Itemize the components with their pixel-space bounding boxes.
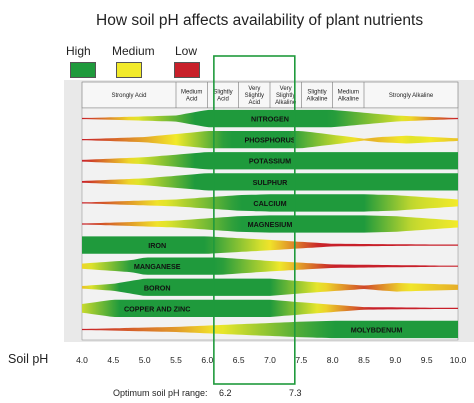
band-label-nitrogen: NITROGEN — [251, 115, 289, 124]
band-nitrogen — [82, 109, 458, 128]
x-tick-label: 4.0 — [76, 355, 88, 365]
band-phosphorus — [82, 131, 458, 149]
x-tick-label: 9.0 — [389, 355, 401, 365]
x-tick-label: 6.5 — [233, 355, 245, 365]
band-boron — [82, 278, 458, 296]
chart-title: How soil pH affects availability of plan… — [96, 12, 424, 29]
header-zone-strongly-alkaline: Strongly Alkaline — [389, 93, 434, 99]
header-zone-slightly-acid: Slightly Acid — [213, 90, 232, 103]
header-zone-medium-alkaline: Medium Alkaline — [338, 90, 360, 103]
band-sulphur — [82, 173, 458, 191]
x-tick-label: 5.5 — [170, 355, 182, 365]
band-label-sulphur: SULPHUR — [253, 178, 289, 187]
band-iron — [82, 236, 458, 254]
band-label-copper-and-zinc: COPPER AND ZINC — [124, 304, 190, 313]
header-zone-slightly-alkaline: Slightly Alkaline — [306, 90, 328, 103]
x-tick-label: 5.0 — [139, 355, 151, 365]
band-label-molybdenum: MOLYBDENUM — [351, 325, 403, 334]
header-zone-very-slightly-alkaline: Very Slightly Alkaline — [275, 86, 297, 106]
x-tick-label: 7.5 — [295, 355, 307, 365]
legend-medium-label: Medium — [112, 44, 155, 58]
legend-high-swatch — [70, 62, 96, 78]
optimum-range-label: Optimum soil pH range: — [113, 388, 208, 398]
band-magnesium — [82, 215, 458, 233]
band-label-boron: BORON — [144, 283, 171, 292]
band-calcium — [82, 194, 458, 212]
x-tick-label: 6.0 — [201, 355, 213, 365]
band-label-calcium: CALCIUM — [253, 199, 286, 208]
x-tick-label: 8.5 — [358, 355, 370, 365]
band-label-iron: IRON — [148, 241, 166, 250]
x-tick-label: 7.0 — [264, 355, 276, 365]
band-molybdenum — [82, 320, 458, 339]
legend-medium-swatch — [116, 62, 142, 78]
soil-ph-axis-label: Soil pH — [8, 352, 49, 366]
legend-low-swatch — [174, 62, 200, 78]
legend-low-label: Low — [175, 44, 198, 58]
header-zone-very-slightly-acid: Very Slightly Acid — [245, 86, 264, 106]
band-potassium — [82, 152, 458, 170]
band-manganese — [82, 257, 458, 275]
x-tick-label: 9.5 — [421, 355, 433, 365]
legend-high-label: High — [66, 44, 91, 58]
header-zone-strongly-acid: Strongly Acid — [111, 93, 146, 99]
band-label-magnesium: MAGNESIUM — [248, 220, 293, 229]
optimum-range-high: 7.3 — [289, 388, 302, 398]
x-tick-label: 10.0 — [450, 355, 467, 365]
x-tick-label: 4.5 — [107, 355, 119, 365]
band-copper-and-zinc — [82, 299, 458, 317]
band-label-phosphorus: PHOSPHORUS — [244, 136, 295, 145]
header-zone-medium-acid: Medium Acid — [181, 90, 202, 103]
band-label-potassium: POTASSIUM — [249, 157, 291, 166]
band-label-manganese: MANGANESE — [134, 262, 181, 271]
x-tick-label: 8.0 — [327, 355, 339, 365]
optimum-range-box — [213, 55, 296, 385]
optimum-range-low: 6.2 — [219, 388, 232, 398]
